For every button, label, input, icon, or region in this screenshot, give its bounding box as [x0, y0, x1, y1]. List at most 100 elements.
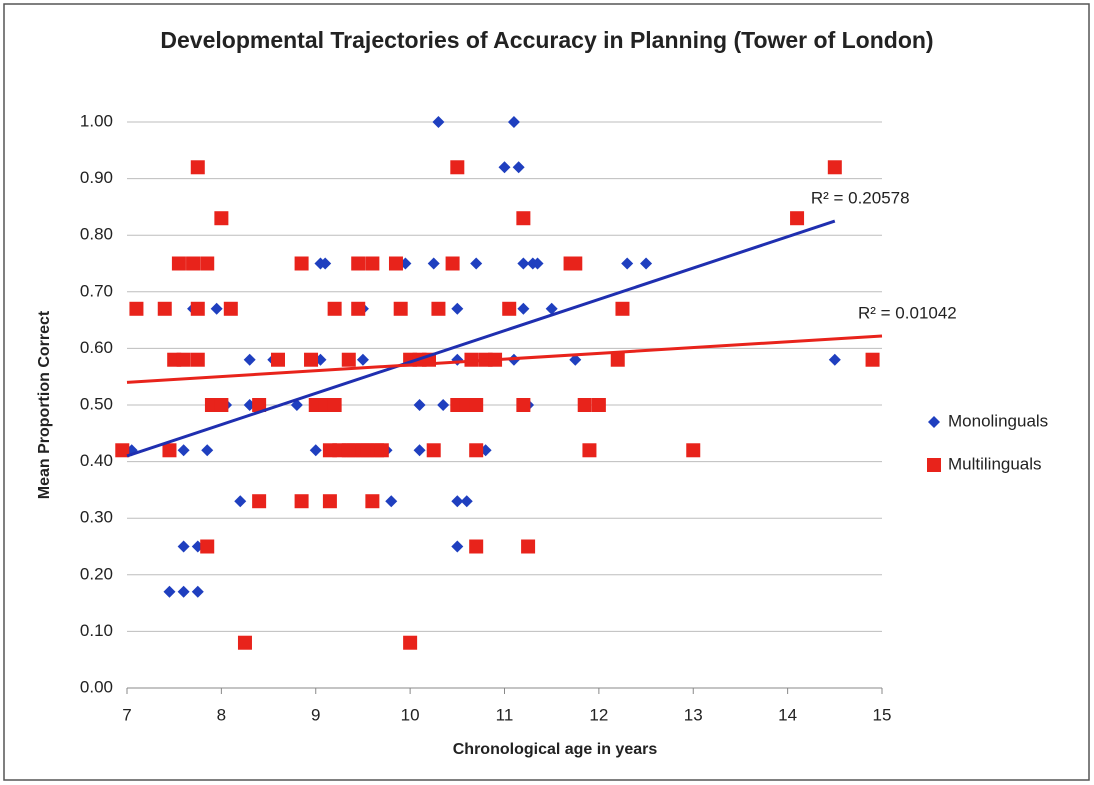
- point: [451, 302, 464, 315]
- point: [517, 302, 530, 315]
- point: [294, 494, 309, 509]
- point: [201, 444, 214, 457]
- x-tick-label: 8: [217, 705, 226, 724]
- point: [356, 353, 369, 366]
- point: [426, 443, 441, 458]
- x-tick-label: 11: [496, 705, 514, 724]
- point: [427, 257, 440, 270]
- y-axis-title: Mean Proportion Correct: [36, 310, 53, 499]
- frame: [3, 3, 1090, 781]
- point: [351, 301, 366, 316]
- x-tick-label: 14: [778, 705, 797, 724]
- point: [243, 353, 256, 366]
- point: [450, 160, 465, 175]
- y-tick-label: 0.90: [80, 168, 113, 187]
- y-tick-label: 0.00: [80, 677, 113, 696]
- point: [451, 353, 464, 366]
- point: [469, 539, 484, 554]
- x-axis-title: Chronological age in years: [453, 741, 658, 758]
- point: [365, 494, 380, 509]
- point: [341, 352, 356, 367]
- point: [365, 256, 380, 271]
- point: [163, 585, 176, 598]
- point: [129, 301, 144, 316]
- point: [190, 301, 205, 316]
- point: [413, 399, 426, 411]
- legend-marker: [928, 416, 940, 428]
- point: [252, 494, 267, 509]
- y-tick-label: 0.40: [80, 451, 113, 470]
- legend-marker: [927, 458, 941, 472]
- point: [451, 540, 464, 553]
- point: [186, 256, 201, 271]
- point: [223, 301, 238, 316]
- point: [393, 301, 408, 316]
- point: [865, 352, 880, 367]
- point: [498, 161, 511, 174]
- point: [577, 398, 592, 412]
- point: [569, 353, 582, 366]
- y-tick-label: 0.20: [80, 564, 113, 583]
- trendline: [126, 219, 836, 458]
- point: [403, 635, 418, 650]
- point: [445, 256, 460, 271]
- point: [237, 635, 252, 650]
- point: [214, 211, 229, 226]
- point: [177, 540, 190, 553]
- point: [385, 495, 398, 508]
- point: [469, 398, 484, 412]
- point: [177, 444, 190, 457]
- point: [790, 211, 805, 226]
- point: [388, 256, 403, 271]
- point: [210, 302, 223, 315]
- point: [686, 443, 701, 458]
- point: [177, 585, 190, 598]
- point: [171, 256, 186, 271]
- point: [437, 399, 450, 411]
- point: [591, 398, 606, 412]
- point: [322, 494, 337, 509]
- point: [517, 257, 530, 270]
- point: [271, 352, 285, 367]
- point: [327, 398, 342, 412]
- point: [615, 301, 630, 316]
- point: [304, 352, 319, 367]
- point: [521, 539, 536, 554]
- point: [568, 256, 583, 271]
- point: [234, 495, 247, 508]
- point: [319, 257, 332, 270]
- point: [200, 256, 215, 271]
- point: [115, 443, 130, 458]
- point: [460, 495, 473, 508]
- point: [413, 444, 426, 457]
- point: [531, 257, 544, 270]
- x-tick-label: 10: [401, 705, 420, 724]
- point: [451, 495, 464, 508]
- point: [252, 398, 267, 412]
- legend-label: Multilinguals: [948, 454, 1042, 473]
- point: [507, 116, 520, 128]
- point: [351, 256, 366, 271]
- point: [827, 160, 842, 175]
- point: [214, 398, 229, 412]
- point: [610, 352, 625, 367]
- point: [374, 443, 389, 458]
- point: [309, 444, 322, 457]
- point: [640, 257, 653, 270]
- y-tick-label: 0.60: [80, 338, 113, 357]
- point: [470, 257, 483, 270]
- point: [469, 443, 484, 458]
- point: [512, 161, 525, 174]
- x-tick-label: 12: [589, 705, 608, 724]
- point: [157, 301, 172, 316]
- y-tick-label: 0.70: [80, 281, 113, 300]
- point: [162, 443, 177, 458]
- y-tick-label: 0.30: [80, 508, 113, 527]
- point: [502, 301, 517, 316]
- trendline-label: R² = 0.20578: [811, 189, 910, 208]
- point: [432, 116, 445, 128]
- chart-title: Developmental Trajectories of Accuracy i…: [160, 27, 934, 53]
- trendline: [126, 334, 883, 384]
